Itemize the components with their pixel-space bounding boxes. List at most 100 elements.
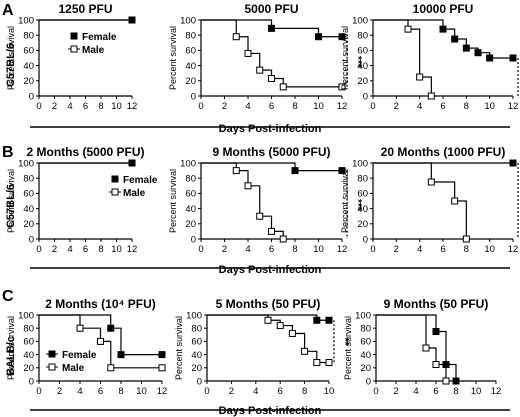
y-tick-label: 20 — [191, 363, 202, 374]
strain-label-a: C57BL/6 — [5, 43, 17, 87]
survival-line — [39, 314, 162, 356]
series-female — [39, 159, 136, 167]
x-tick-label: 10 — [111, 244, 122, 255]
chart-c1: 2 Months (10⁴ PFU) 0 20 40 60 80 100 0 2 4 6 8 10 12 P… — [6, 297, 167, 397]
y-tick-label: 20 — [357, 219, 368, 230]
significance-stars: *** — [352, 199, 363, 211]
chart-title: 2 Months (5000 PFU) — [26, 145, 144, 159]
x-tick-label: 8 — [292, 244, 297, 255]
data-point — [268, 227, 275, 235]
y-axis-label: Percent survival — [168, 26, 178, 90]
data-point — [117, 351, 125, 359]
x-tick-label: 4 — [77, 386, 82, 397]
x-tick-label: 2 — [222, 244, 227, 255]
chart-a3: 10000 PFU 0 20 40 60 80 100 0 2 4 6 8 10 12 Percent su… — [340, 2, 519, 112]
y-tick-label: 40 — [185, 61, 196, 72]
x-tick-label: 6 — [83, 244, 88, 255]
y-tick-label: 80 — [185, 174, 196, 185]
data-point — [158, 351, 166, 359]
y-tick-label: 60 — [23, 189, 34, 200]
x-tick-label: 6 — [433, 386, 438, 397]
y-tick-label: 60 — [357, 189, 368, 200]
data-point — [442, 361, 450, 368]
chart-a2: 5000 PFU 0 20 40 60 80 100 0 2 4 6 8 10 12 Percent sur… — [168, 2, 363, 112]
legend-female-label: Female — [82, 32, 117, 43]
y-tick-label: 80 — [23, 324, 34, 335]
x-tick-label: 12 — [508, 101, 519, 112]
survival-line — [201, 162, 342, 172]
x-tick-label: 6 — [269, 244, 274, 255]
legend-female-label: Female — [62, 350, 97, 361]
y-tick-label: 80 — [23, 174, 34, 185]
series-female — [376, 314, 460, 385]
chart-title: 9 Months (5000 PFU) — [212, 145, 330, 159]
chart-c3: 9 Months (50 PFU) 0 20 40 60 80 100 0 2 4 6 8 10 12 Pe… — [343, 297, 501, 397]
data-point — [264, 316, 272, 324]
x-tick-label: 0 — [204, 386, 209, 397]
chart-title: 2 Months (10⁴ PFU) — [45, 297, 156, 311]
data-point — [462, 44, 470, 52]
data-point — [486, 54, 494, 62]
data-point — [509, 54, 517, 62]
data-point — [107, 324, 115, 332]
x-tick-label: 10 — [484, 101, 495, 112]
y-tick-label: 60 — [185, 46, 196, 57]
survival-line — [201, 19, 342, 38]
chart-title: 1250 PFU — [58, 2, 112, 16]
x-tick-label: 4 — [245, 244, 250, 255]
y-tick-label: 80 — [191, 324, 202, 335]
strain-label-c: BALB/c — [5, 336, 17, 376]
data-point — [107, 364, 115, 372]
series-female — [201, 162, 346, 175]
x-tick-label: 2 — [394, 244, 399, 255]
row-labels: A B C C57BL/6 C57BL/6 BALB/c Days Post-i… — [2, 2, 510, 417]
legend-male-marker — [111, 188, 119, 196]
data-point — [442, 377, 450, 385]
data-point — [338, 33, 346, 41]
y-tick-label: 100 — [355, 310, 371, 321]
x-tick-label: 10 — [324, 386, 335, 397]
data-point — [427, 178, 435, 186]
y-tick-label: 100 — [180, 158, 196, 169]
data-point — [128, 159, 136, 167]
legend-male-label: Male — [82, 45, 105, 56]
y-axis-label: Percent survival — [340, 169, 350, 233]
series-male — [207, 314, 333, 367]
x-tick-label: 2 — [57, 386, 62, 397]
y-tick-label: 20 — [357, 76, 368, 87]
y-tick-label: 20 — [360, 363, 371, 374]
x-tick-label: 4 — [253, 386, 258, 397]
data-point — [301, 347, 309, 355]
y-tick-label: 20 — [185, 219, 196, 230]
series-female — [373, 159, 517, 167]
x-tick-label: 4 — [245, 101, 250, 112]
data-point — [313, 359, 321, 367]
y-axis-label: Percent survival — [340, 26, 350, 90]
x-tick-label: 2 — [52, 101, 57, 112]
x-tick-label: 10 — [471, 386, 482, 397]
series-male — [373, 162, 470, 243]
x-tick-label: 8 — [292, 101, 297, 112]
data-point — [432, 328, 440, 335]
data-point — [97, 337, 104, 345]
data-point — [313, 316, 321, 324]
y-tick-label: 0 — [197, 376, 202, 387]
x-tick-label: 10 — [484, 244, 495, 255]
y-tick-label: 20 — [23, 219, 34, 230]
y-tick-label: 100 — [352, 158, 368, 169]
y-tick-label: 0 — [366, 376, 371, 387]
data-point — [244, 182, 252, 190]
survival-line — [373, 19, 432, 96]
data-point — [451, 35, 459, 43]
x-tick-label: 10 — [111, 101, 122, 112]
x-tick-label: 6 — [269, 101, 274, 112]
chart-title: 9 Months (50 PFU) — [384, 297, 489, 311]
y-tick-label: 0 — [191, 234, 196, 245]
x-tick-label: 2 — [52, 244, 57, 255]
y-tick-label: 80 — [360, 324, 371, 335]
x-tick-label: 6 — [440, 244, 445, 255]
